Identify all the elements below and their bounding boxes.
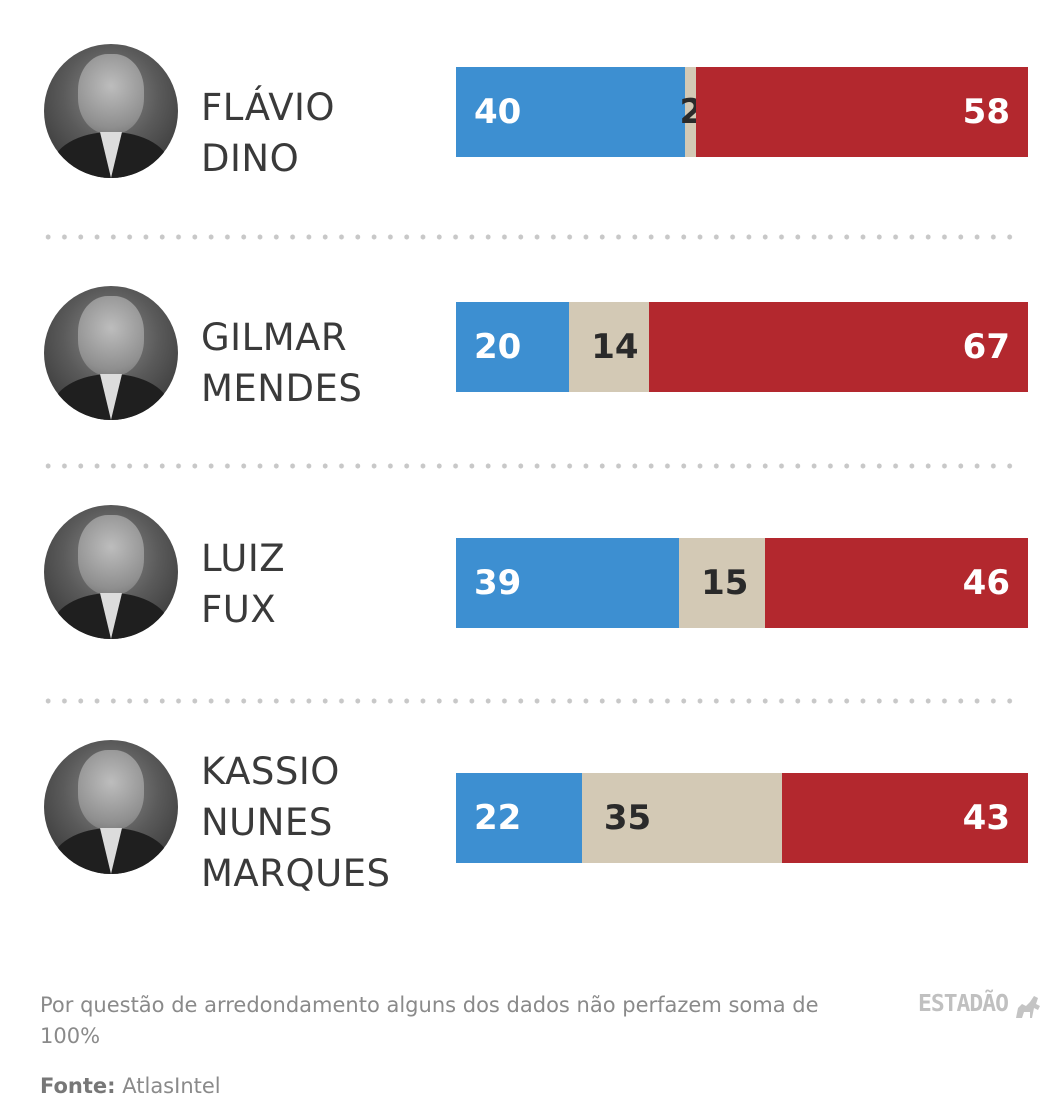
data-label-yes: 40 bbox=[474, 92, 522, 132]
judge-name-line: DINO bbox=[201, 137, 300, 180]
judge-name-line: FUX bbox=[201, 588, 277, 631]
bar-segment-no bbox=[648, 302, 1028, 392]
stacked-bar: 40 2 58 bbox=[456, 67, 1028, 157]
judge-name-line: FLÁVIO bbox=[201, 86, 336, 129]
bar-segment-no bbox=[782, 773, 1028, 863]
judge-row: LUIZ FUX 39 15 46 bbox=[0, 493, 1061, 673]
source-label: Fonte: bbox=[40, 1074, 116, 1098]
bar-segment-neutral bbox=[581, 773, 783, 863]
judge-name-line: MENDES bbox=[201, 367, 363, 410]
judge-row: GILMAR MENDES 20 14 67 bbox=[0, 257, 1061, 437]
row-divider bbox=[40, 463, 1020, 469]
stacked-bar: 22 35 43 bbox=[456, 773, 1028, 863]
bar-segment-yes bbox=[456, 773, 582, 863]
data-label-neutral: 15 bbox=[701, 563, 749, 603]
row-divider bbox=[40, 234, 1020, 240]
bar-segment-neutral bbox=[684, 67, 697, 157]
data-label-neutral: 35 bbox=[603, 798, 652, 838]
bar-segment-yes bbox=[456, 538, 680, 628]
data-label-yes: 39 bbox=[474, 563, 522, 603]
data-label-yes: 20 bbox=[474, 327, 522, 367]
rounding-note: Por questão de arredondamento alguns dos… bbox=[40, 993, 819, 1048]
bar-segment-no bbox=[696, 67, 1028, 157]
source-line: Fonte: AtlasIntel bbox=[40, 1074, 221, 1098]
judge-name-line: GILMAR bbox=[201, 316, 348, 359]
bar-segment-no bbox=[764, 538, 1028, 628]
source-value: AtlasIntel bbox=[122, 1074, 221, 1098]
judge-row: KASSIO NUNES MARQUES 22 35 43 bbox=[0, 728, 1061, 908]
judge-row: FLÁVIO DINO 40 2 58 bbox=[0, 22, 1061, 202]
judge-name: LUIZ FUX bbox=[201, 533, 285, 635]
data-label-neutral: 14 bbox=[591, 327, 639, 367]
judge-name-line: NUNES bbox=[201, 801, 333, 844]
bar-segment-yes bbox=[456, 302, 570, 392]
bar-segment-neutral bbox=[679, 538, 765, 628]
bar-segment-yes bbox=[456, 67, 685, 157]
row-divider bbox=[40, 698, 1020, 704]
stacked-bar: 20 14 67 bbox=[456, 302, 1028, 392]
data-label-yes: 22 bbox=[474, 798, 522, 838]
data-label-no: 67 bbox=[962, 327, 1010, 367]
data-label-no: 43 bbox=[962, 798, 1010, 838]
person-portrait-icon bbox=[44, 505, 178, 639]
bar-segment-neutral bbox=[569, 302, 649, 392]
estadao-logo: ESTADÃO bbox=[918, 991, 1009, 1017]
person-portrait-icon bbox=[44, 740, 178, 874]
person-portrait-icon bbox=[44, 286, 178, 420]
judge-name: FLÁVIO DINO bbox=[201, 82, 335, 184]
data-label-no: 58 bbox=[962, 92, 1010, 132]
judge-name-line: MARQUES bbox=[201, 852, 391, 895]
judge-name-line: KASSIO bbox=[201, 750, 340, 793]
judge-name: KASSIO NUNES MARQUES bbox=[201, 746, 391, 899]
person-portrait-icon bbox=[44, 44, 178, 178]
judge-name-line: LUIZ bbox=[201, 537, 286, 580]
data-label-no: 46 bbox=[962, 563, 1010, 603]
estadao-horse-icon bbox=[1016, 996, 1040, 1018]
judge-name: GILMAR MENDES bbox=[201, 312, 362, 414]
stacked-bar: 39 15 46 bbox=[456, 538, 1028, 628]
